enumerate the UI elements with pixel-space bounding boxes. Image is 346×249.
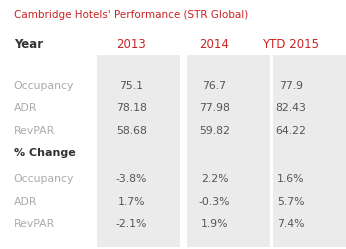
Text: RevPAR: RevPAR [14,219,55,229]
Text: 1.6%: 1.6% [277,174,304,184]
Text: Year: Year [14,38,43,51]
Text: % Change: % Change [14,148,75,158]
Text: 77.9: 77.9 [279,81,303,91]
Bar [187,55,270,247]
Text: 5.7%: 5.7% [277,197,304,207]
Text: 2013: 2013 [117,38,146,51]
Bar [273,55,346,247]
Text: -2.1%: -2.1% [116,219,147,229]
Text: ADR: ADR [14,103,37,113]
Text: 1.7%: 1.7% [118,197,145,207]
Text: 77.98: 77.98 [199,103,230,113]
Bar [97,55,180,247]
Text: 78.18: 78.18 [116,103,147,113]
Text: Occupancy: Occupancy [14,174,74,184]
Text: YTD 2015: YTD 2015 [262,38,319,51]
Text: 1.9%: 1.9% [201,219,228,229]
Text: 59.82: 59.82 [199,126,230,136]
Text: 76.7: 76.7 [202,81,227,91]
Text: ADR: ADR [14,197,37,207]
Text: 2.2%: 2.2% [201,174,228,184]
Text: 64.22: 64.22 [275,126,306,136]
Text: -3.8%: -3.8% [116,174,147,184]
Text: 58.68: 58.68 [116,126,147,136]
Text: Cambridge Hotels' Performance (STR Global): Cambridge Hotels' Performance (STR Globa… [14,10,248,20]
Text: 82.43: 82.43 [275,103,306,113]
Text: -0.3%: -0.3% [199,197,230,207]
Text: Occupancy: Occupancy [14,81,74,91]
Text: RevPAR: RevPAR [14,126,55,136]
Text: 7.4%: 7.4% [277,219,304,229]
Text: 2014: 2014 [200,38,229,51]
Text: 75.1: 75.1 [119,81,144,91]
